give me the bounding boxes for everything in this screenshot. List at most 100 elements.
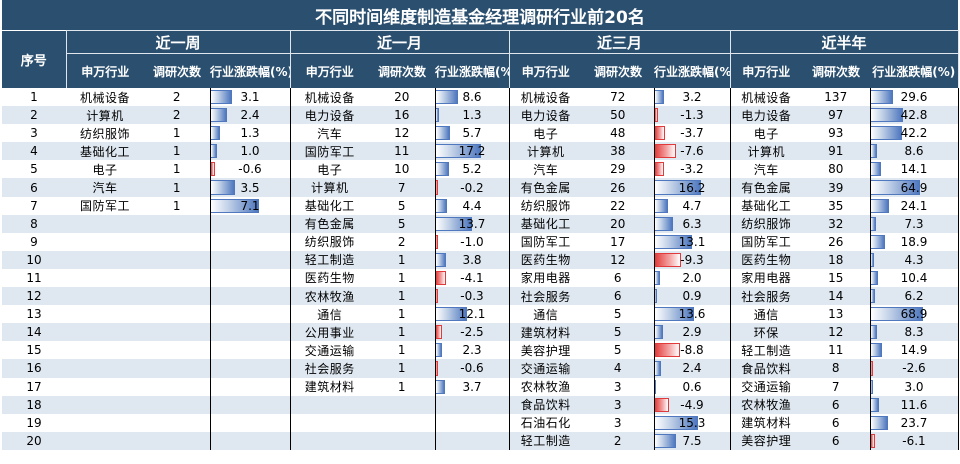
sector-cell: 计算机 [66, 106, 144, 125]
change-value: 8.6 [904, 144, 924, 159]
count-cell: 1 [369, 359, 435, 378]
negative-change-bar [436, 180, 438, 195]
change-cell: 16.2 [653, 178, 731, 197]
change-value: 0.6 [682, 379, 702, 394]
negative-change-bar [655, 343, 680, 358]
sector-cell: 家用电器 [520, 271, 571, 286]
table-row: 4 基础化工 1 1.0 国防军工 11 17.2 计算机 38 -7.6 计算机 91 8.6 [2, 142, 959, 161]
negative-change-bar [655, 126, 666, 141]
count-cell: 29 [610, 162, 626, 177]
sector-cell [66, 359, 144, 378]
change-value: 42.8 [900, 108, 928, 123]
positive-change-bar [655, 234, 693, 249]
count-cell: 72 [610, 90, 626, 105]
positive-change-bar [871, 234, 885, 249]
count-cell: 10 [394, 162, 410, 177]
table-row: 13 通信 1 12.1 通信 5 13.6 通信 13 68.9 [2, 305, 959, 324]
change-value: 1.3 [240, 126, 260, 141]
change-cell: -4.1 [434, 268, 510, 288]
sector-cell: 计算机 [730, 142, 802, 161]
change-value: 2.4 [240, 108, 260, 123]
change-value: -0.3 [460, 289, 484, 304]
count-cell: 48 [610, 126, 626, 141]
change-cell: 3.2 [653, 88, 731, 107]
positive-change-bar [655, 433, 677, 448]
change-value: 5.2 [462, 162, 482, 177]
count-cell: 1 [369, 323, 435, 342]
sector-cell: 医药生物 [730, 250, 802, 269]
change-cell: 5.7 [434, 124, 510, 143]
row-index: 8 [2, 214, 66, 233]
change-value: 14.1 [900, 162, 928, 177]
sector-cell: 家用电器 [741, 271, 792, 286]
change-cell [209, 413, 291, 432]
count-cell [144, 305, 210, 323]
change-cell: -2.6 [869, 359, 959, 378]
positive-change-bar [436, 252, 446, 267]
table-row: 9 纺织服饰 2 -1.0 国防军工 17 13.1 国防军工 26 18.9 [2, 232, 959, 251]
sector-cell: 美容护理 [730, 431, 802, 450]
count-cell: 11 [369, 142, 435, 161]
change-value: 14.9 [900, 343, 928, 358]
change-cell: 11.6 [869, 395, 959, 414]
negative-change-bar [436, 325, 443, 340]
change-value: -2.6 [902, 361, 926, 376]
table-title: 不同时间维度制造基金经理调研行业前20名 [2, 0, 958, 31]
table-row: 7 国防军工 1 7.1 基础化工 5 4.4 纺织服饰 22 4.7 基础化工 35 24.1 [2, 196, 959, 215]
sector-cell [66, 305, 144, 323]
count-cell: 20 [582, 214, 654, 233]
change-cell: -6.1 [869, 431, 959, 450]
positive-change-bar [436, 307, 468, 322]
row-index: 19 [26, 415, 42, 430]
sector-cell: 石油石化 [520, 416, 571, 431]
sector-cell: 国防军工 [741, 235, 792, 250]
positive-change-bar [655, 415, 699, 430]
change-value: 64.9 [900, 180, 928, 195]
sector-cell: 机械设备 [79, 90, 130, 105]
change-value: 0.9 [682, 289, 702, 304]
change-cell [209, 431, 291, 450]
negative-change-bar [871, 433, 876, 448]
sector-cell: 公用事业 [290, 323, 369, 342]
change-value: 3.8 [462, 252, 482, 267]
positive-change-bar [871, 379, 873, 394]
positive-change-bar [871, 180, 920, 195]
change-cell: 42.8 [869, 106, 959, 125]
change-value: 2.9 [682, 325, 702, 340]
sector-cell: 纺织服饰 [730, 214, 802, 233]
sector-cell: 轻工制造 [290, 250, 369, 269]
sector-cell: 计算机 [509, 142, 582, 161]
change-value: -3.7 [680, 126, 704, 141]
col-header-sector: 申万行业 [66, 53, 144, 88]
change-cell: 42.2 [869, 124, 959, 143]
count-cell: 12 [802, 323, 870, 342]
sector-cell: 环保 [730, 323, 802, 342]
count-cell: 2 [172, 90, 181, 105]
sector-cell [290, 395, 369, 414]
row-index: 1 [30, 90, 38, 105]
positive-change-bar [211, 144, 218, 159]
sector-cell [66, 269, 144, 287]
sector-cell [66, 287, 144, 306]
change-cell: 8.3 [869, 323, 959, 342]
negative-change-bar [436, 361, 438, 376]
positive-change-bar [871, 325, 877, 340]
count-cell [144, 214, 210, 233]
count-cell: 8 [802, 359, 870, 378]
table-row: 15 交通运输 1 2.3 美容护理 5 -8.8 轻工制造 11 14.9 [2, 341, 959, 360]
table-row: 8 有色金属 5 13.7 基础化工 20 6.3 纺织服饰 32 7.3 [2, 214, 959, 233]
col-header-change: 行业涨跌幅(%) [210, 53, 291, 88]
sector-cell: 基础化工 [304, 199, 355, 214]
count-cell [144, 431, 210, 450]
period-header: 近一月 [290, 30, 510, 54]
change-value: 2.0 [682, 270, 702, 285]
count-cell: 1 [172, 198, 181, 213]
table-row: 11 医药生物 1 -4.1 家用电器 6 2.0 家用电器 15 10.4 [2, 268, 959, 288]
positive-change-bar [211, 90, 232, 105]
change-cell: 15.3 [653, 413, 731, 432]
col-header-count: 调研次数 [144, 53, 210, 88]
count-cell: 3 [613, 379, 622, 394]
change-value: 7.3 [904, 216, 924, 231]
change-cell: -0.2 [434, 178, 510, 197]
sector-cell: 医药生物 [509, 250, 582, 269]
